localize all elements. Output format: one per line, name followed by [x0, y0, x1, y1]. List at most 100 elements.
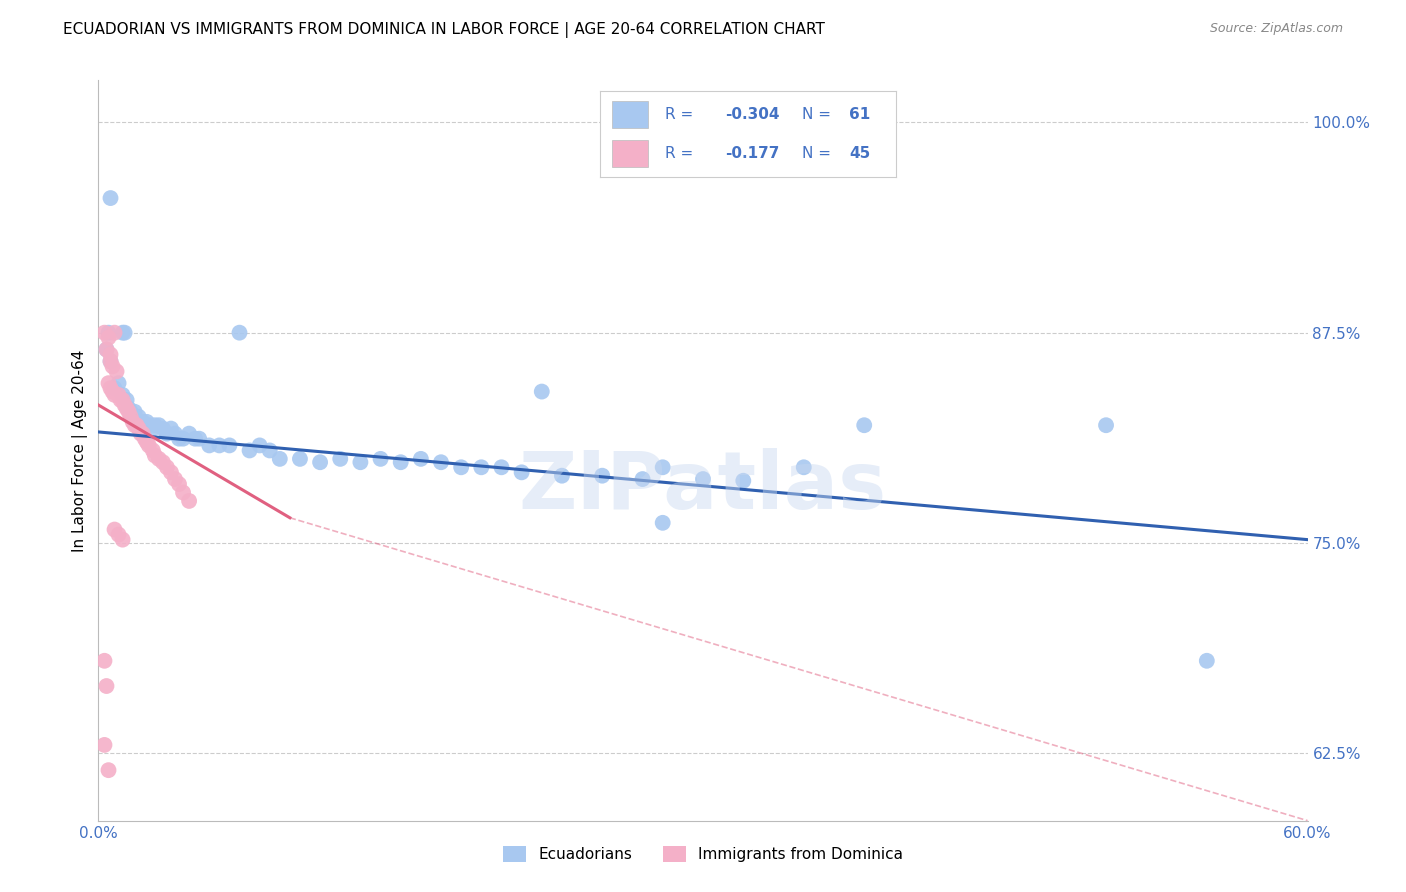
Point — [152, 455, 174, 469]
Point — [118, 405, 141, 419]
Point — [160, 421, 183, 435]
Point — [97, 331, 120, 345]
Point — [172, 485, 194, 500]
Point — [120, 405, 142, 419]
Point — [1195, 654, 1218, 668]
Point — [142, 421, 165, 435]
Point — [111, 392, 134, 407]
Point — [309, 455, 332, 469]
Point — [329, 451, 352, 466]
Point — [148, 418, 170, 433]
Point — [135, 415, 157, 429]
Point — [510, 466, 533, 480]
Point — [97, 376, 120, 391]
Point — [100, 354, 122, 368]
Point — [389, 455, 412, 469]
Point — [450, 460, 472, 475]
Text: ZIPatlas: ZIPatlas — [519, 449, 887, 526]
Point — [853, 418, 876, 433]
Point — [100, 381, 122, 395]
Point — [179, 494, 201, 508]
Point — [97, 326, 120, 340]
Text: ECUADORIAN VS IMMIGRANTS FROM DOMINICA IN LABOR FORCE | AGE 20-64 CORRELATION CH: ECUADORIAN VS IMMIGRANTS FROM DOMINICA I… — [63, 22, 825, 38]
Point — [143, 449, 166, 463]
Point — [100, 191, 122, 205]
Point — [132, 426, 155, 441]
Point — [124, 418, 146, 433]
Point — [128, 421, 150, 435]
Legend: Ecuadorians, Immigrants from Dominica: Ecuadorians, Immigrants from Dominica — [498, 840, 908, 869]
Point — [142, 443, 165, 458]
Point — [135, 435, 157, 450]
Point — [97, 763, 120, 777]
Point — [228, 326, 250, 340]
Point — [269, 451, 291, 466]
Point — [288, 451, 311, 466]
Point — [138, 438, 160, 452]
Point — [218, 438, 240, 452]
Point — [114, 398, 136, 412]
Point — [409, 451, 432, 466]
Point — [152, 421, 174, 435]
Point — [530, 384, 553, 399]
Point — [793, 460, 815, 475]
Point — [93, 738, 115, 752]
Point — [184, 432, 207, 446]
Point — [167, 477, 190, 491]
Point — [111, 533, 134, 547]
Point — [100, 347, 122, 361]
Point — [103, 381, 125, 395]
Point — [491, 460, 513, 475]
Point — [143, 418, 166, 433]
Point — [138, 418, 160, 433]
Point — [208, 438, 231, 452]
Point — [107, 376, 129, 391]
Point — [105, 364, 128, 378]
Point — [692, 472, 714, 486]
Point — [591, 468, 613, 483]
Point — [430, 455, 453, 469]
Point — [370, 451, 392, 466]
Point — [110, 392, 132, 407]
Point — [132, 415, 155, 429]
Point — [156, 426, 179, 441]
Point — [631, 472, 654, 486]
Point — [107, 527, 129, 541]
Point — [101, 359, 124, 374]
Point — [651, 460, 673, 475]
Point — [111, 388, 134, 402]
Point — [188, 432, 211, 446]
Point — [96, 343, 118, 357]
Point — [156, 460, 179, 475]
Point — [107, 388, 129, 402]
Point — [96, 343, 118, 357]
Point — [470, 460, 492, 475]
Point — [167, 432, 190, 446]
Point — [115, 392, 138, 407]
Point — [239, 443, 262, 458]
Point — [121, 415, 143, 429]
Y-axis label: In Labor Force | Age 20-64: In Labor Force | Age 20-64 — [72, 350, 89, 551]
Point — [96, 679, 118, 693]
Point — [179, 426, 201, 441]
Point — [733, 474, 755, 488]
Point — [103, 326, 125, 340]
Point — [163, 426, 186, 441]
Point — [249, 438, 271, 452]
Point — [259, 443, 281, 458]
Point — [128, 409, 150, 424]
Point — [1095, 418, 1118, 433]
Point — [115, 401, 138, 416]
Point — [100, 354, 122, 368]
Point — [163, 472, 186, 486]
Text: Source: ZipAtlas.com: Source: ZipAtlas.com — [1209, 22, 1343, 36]
Point — [93, 326, 115, 340]
Point — [120, 409, 142, 424]
Point — [160, 466, 183, 480]
Point — [103, 388, 125, 402]
Point — [103, 523, 125, 537]
Point — [111, 326, 134, 340]
Point — [198, 438, 221, 452]
Point — [134, 432, 156, 446]
Point — [551, 468, 574, 483]
